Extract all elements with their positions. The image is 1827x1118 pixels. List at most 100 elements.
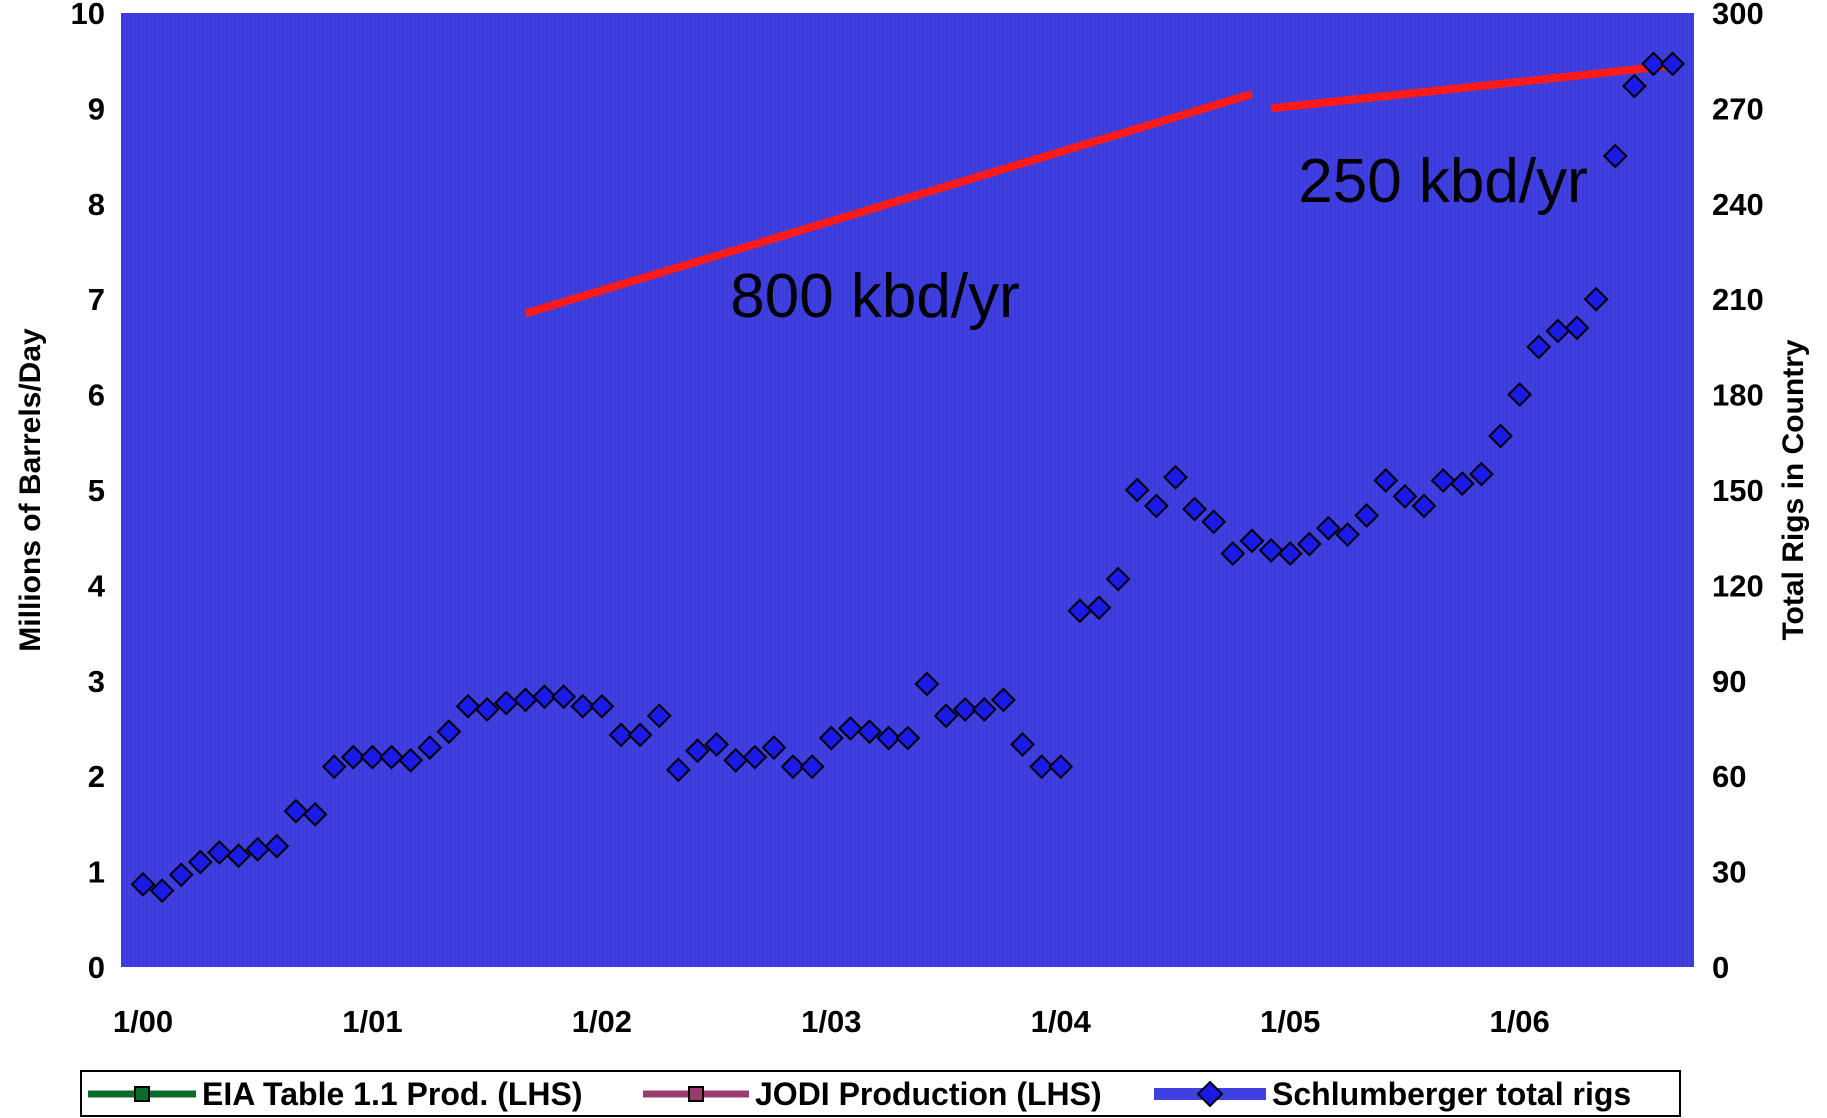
rig-count-point (379, 744, 404, 770)
left-tick-label: 4 (88, 568, 106, 603)
right-tick-label: 270 (1712, 91, 1764, 126)
rig-count-point (1430, 468, 1456, 493)
rig-count-point (570, 693, 596, 719)
left-tick-label: 0 (88, 950, 105, 985)
rig-count-point (340, 744, 366, 770)
rig-count-point (1201, 509, 1227, 535)
rig-count-point (742, 744, 768, 770)
rig-count-point (1621, 73, 1647, 99)
legend-box (80, 1070, 1681, 1117)
rig-count-point (321, 754, 347, 780)
rig-count-point (436, 719, 462, 745)
rig-count-point (971, 697, 997, 722)
rig-count-point (1182, 496, 1208, 522)
rig-count-point (283, 798, 309, 824)
rig-count-point (1411, 493, 1437, 519)
rig-count-point (876, 725, 902, 751)
rig-count-point (207, 840, 232, 865)
rig-count-point (1124, 477, 1150, 503)
right-tick-label: 240 (1712, 187, 1764, 222)
legend-label: Schlumberger total rigs (1272, 1076, 1631, 1112)
left-tick-label: 2 (88, 759, 105, 794)
rig-count-point (589, 693, 615, 719)
right-tick-label: 120 (1712, 568, 1764, 603)
rig-count-point (1392, 483, 1418, 509)
legend: EIA Table 1.1 Prod. (LHS) JODI Production… (80, 1070, 1681, 1117)
rig-count-point (1316, 515, 1341, 541)
rig-count-point (1010, 731, 1035, 757)
rig-count-point (685, 738, 710, 764)
x-tick-label: 1/04 (1031, 1004, 1092, 1039)
right-tick-label: 30 (1712, 855, 1746, 890)
left-axis-title: Millions of Barrels/Day (14, 328, 47, 652)
rig-count-point (187, 849, 213, 875)
x-axis-ticks: 1/00 1/01 1/02 1/03 1/04 1/05 1/06 (113, 1004, 1550, 1039)
rig-count-point (1029, 754, 1055, 780)
rig-count-point (474, 697, 500, 722)
left-tick-label: 3 (88, 664, 105, 699)
rig-count-point (895, 725, 921, 751)
right-tick-label: 0 (1712, 950, 1729, 985)
legend-marker (688, 1086, 704, 1102)
rig-count-point (1258, 538, 1284, 563)
rig-count-point (1641, 51, 1666, 77)
rig-count-point (551, 684, 577, 710)
left-tick-label: 6 (88, 378, 105, 413)
rig-count-point (455, 693, 481, 719)
rig-count-point (1564, 315, 1590, 341)
rig-count-point (1277, 541, 1303, 567)
legend-marker (134, 1086, 150, 1102)
left-tick-label: 9 (88, 91, 105, 126)
rig-count-point (1239, 528, 1265, 554)
rig-count-point (1143, 493, 1169, 519)
rig-count-point (780, 754, 806, 780)
trend-annotation: 250 kbd/yr (1298, 147, 1588, 216)
rig-count-point (1296, 531, 1322, 557)
x-tick-label: 1/05 (1260, 1004, 1320, 1039)
right-tick-label: 180 (1712, 378, 1764, 413)
rig-count-point (360, 744, 385, 770)
right-tick-label: 90 (1712, 664, 1746, 699)
rig-count-point (914, 671, 940, 697)
x-tick-label: 1/03 (801, 1004, 861, 1039)
rig-count-point (933, 703, 959, 729)
rig-count-point (857, 719, 882, 745)
left-tick-label: 8 (88, 187, 105, 222)
rig-count-point (168, 862, 194, 888)
rig-count-point (1086, 595, 1112, 621)
trendlines: 800 kbd/yr 250 kbd/yr (524, 61, 1674, 331)
left-tick-label: 10 (71, 0, 105, 31)
rig-count-point (1373, 468, 1399, 493)
rig-count-point (1602, 143, 1628, 169)
rig-count-series (130, 51, 1686, 904)
rig-count-point (1335, 522, 1360, 547)
rig-count-point (1488, 423, 1513, 449)
rig-count-point (665, 757, 691, 783)
rig-count-point (1449, 471, 1475, 497)
left-tick-label: 7 (88, 282, 105, 317)
rig-count-point (1354, 503, 1380, 528)
rig-count-point (1048, 754, 1074, 780)
x-tick-label: 1/00 (113, 1004, 173, 1039)
rig-count-point (1163, 464, 1188, 490)
rig-count-point (608, 722, 634, 748)
rig-count-point (1105, 566, 1131, 592)
right-tick-label: 300 (1712, 0, 1764, 31)
rig-count-point (532, 684, 557, 710)
trendline (524, 90, 1254, 318)
left-tick-label: 5 (88, 473, 105, 508)
trend-annotation: 800 kbd/yr (730, 262, 1020, 331)
rig-count-point (838, 716, 863, 741)
rig-count-point (1507, 382, 1533, 408)
legend-label: EIA Table 1.1 Prod. (LHS) (202, 1076, 583, 1112)
rig-count-point (264, 833, 290, 859)
x-tick-label: 1/02 (572, 1004, 632, 1039)
rig-count-point (302, 801, 328, 827)
legend-marker (1196, 1080, 1224, 1108)
rig-count-point (149, 878, 175, 904)
right-tick-label: 60 (1712, 759, 1746, 794)
rig-count-point (799, 754, 825, 780)
left-tick-label: 1 (88, 855, 105, 890)
plot-texture (122, 13, 1692, 967)
